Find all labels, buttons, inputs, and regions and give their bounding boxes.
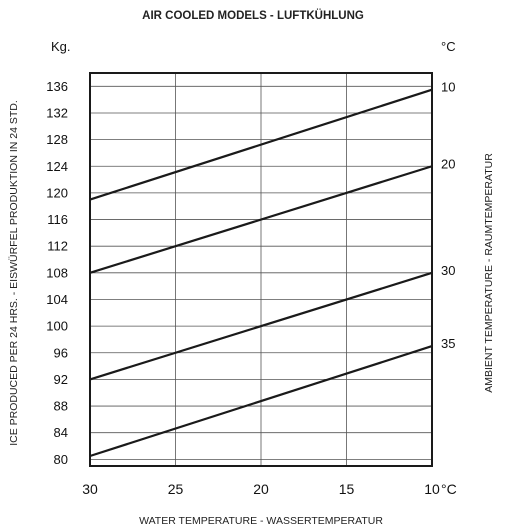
series-labels: 10 20 30 35 bbox=[441, 80, 455, 351]
y-tick-label: 120 bbox=[46, 185, 68, 200]
x-tick-label: 25 bbox=[168, 481, 184, 497]
y-tick-label: 124 bbox=[46, 159, 68, 174]
right-axis-unit: °C bbox=[441, 39, 456, 54]
right-axis-label: AMBIENT TEMPERATURE - RAUMTEMPERATUR bbox=[483, 153, 495, 393]
series-group bbox=[89, 88, 433, 458]
y-tick-label: 128 bbox=[46, 132, 68, 147]
grid bbox=[90, 73, 432, 466]
x-axis-unit: °C bbox=[441, 481, 457, 497]
y-tick-label: 84 bbox=[54, 425, 68, 440]
chart-title: AIR COOLED MODELS - LUFTKÜHLUNG bbox=[142, 9, 364, 22]
series-label-10: 10 bbox=[441, 80, 455, 95]
series-line-30 bbox=[89, 271, 433, 381]
y-tick-label: 104 bbox=[46, 292, 68, 307]
series-label-30: 30 bbox=[441, 263, 455, 278]
y-tick-label: 96 bbox=[54, 345, 68, 360]
y-tick-label: 92 bbox=[54, 372, 68, 387]
x-axis-label: WATER TEMPERATURE - WASSERTEMPERATUR bbox=[139, 515, 383, 527]
y-tick-label: 132 bbox=[46, 105, 68, 120]
y-tick-labels: 80 84 88 92 96 100 104 108 112 116 120 124 128 132 136 bbox=[46, 79, 68, 467]
series-label-20: 20 bbox=[441, 156, 455, 171]
y-tick-label: 136 bbox=[46, 79, 68, 94]
y-axis-label: ICE PRODUCED PER 24 HRS. - EISWÜRFEL PRO… bbox=[8, 100, 20, 446]
y-tick-label: 112 bbox=[47, 239, 68, 254]
x-tick-label: 30 bbox=[82, 481, 98, 497]
series-line-20 bbox=[89, 165, 433, 274]
y-tick-label: 88 bbox=[54, 399, 68, 414]
plot-frame bbox=[89, 72, 433, 467]
x-tick-label: 20 bbox=[253, 481, 269, 497]
x-tick-label: 10 bbox=[424, 481, 440, 497]
series-line-10 bbox=[89, 88, 433, 201]
series-label-35: 35 bbox=[441, 336, 455, 351]
y-tick-label: 100 bbox=[46, 319, 68, 334]
x-tick-label: 15 bbox=[339, 481, 355, 497]
y-tick-label: 80 bbox=[54, 452, 68, 467]
x-tick-labels: 30 25 20 15 10 bbox=[82, 481, 440, 497]
y-tick-label: 116 bbox=[47, 212, 68, 227]
y-tick-label: 108 bbox=[46, 265, 68, 280]
series-line-35 bbox=[89, 345, 433, 458]
y-axis-unit: Kg. bbox=[51, 39, 71, 54]
